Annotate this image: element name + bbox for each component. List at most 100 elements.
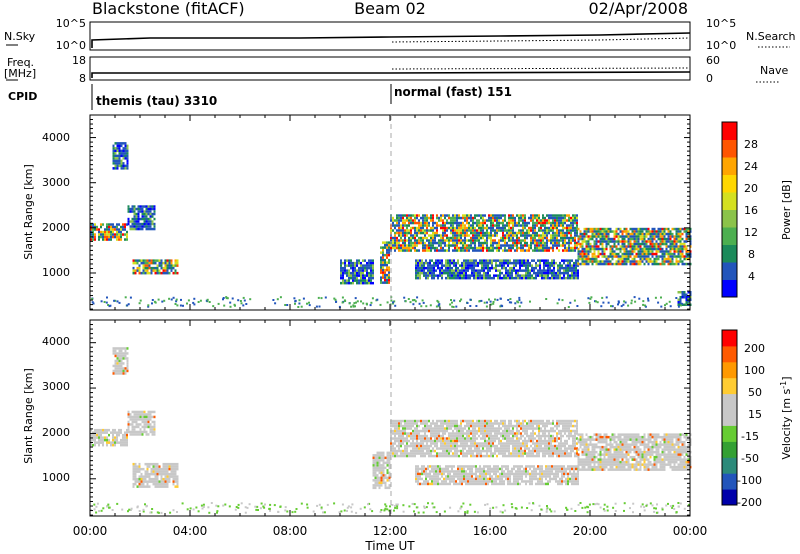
power-cell [554, 239, 556, 242]
power-cell [131, 217, 134, 221]
power-cell [466, 231, 468, 235]
power-speckle [620, 305, 623, 308]
power-cell [575, 261, 577, 265]
velocity-cell [484, 437, 486, 440]
power-cell [677, 291, 680, 294]
velocity-cell [398, 429, 400, 433]
power-cell [90, 228, 92, 231]
power-cell [492, 244, 494, 247]
velocity-cell [510, 454, 512, 458]
velocity-cell [482, 427, 484, 430]
power-cell [574, 236, 576, 240]
velocity-cell [452, 434, 454, 438]
power-cell [112, 149, 115, 153]
velocity-cell [462, 449, 464, 453]
power-cell [449, 266, 451, 270]
power-speckle [103, 301, 106, 303]
power-cell [94, 233, 96, 236]
power-cell [589, 242, 592, 246]
velocity-cell [376, 476, 379, 480]
velocity-cell [131, 420, 134, 424]
power-cell [576, 221, 578, 225]
power-cell [564, 244, 566, 247]
velocity-cell [444, 442, 446, 445]
power-cell [627, 257, 630, 261]
power-cell [669, 232, 672, 236]
velocity-cell [158, 485, 161, 488]
power-cell [384, 241, 386, 244]
velocity-cell [490, 424, 492, 428]
velocity-cell [374, 471, 377, 475]
power-cell [392, 216, 394, 220]
power-cell [611, 240, 614, 243]
velocity-cell [378, 451, 381, 455]
power-cell [474, 221, 476, 225]
power-cell [493, 266, 495, 270]
power-cell [645, 247, 648, 251]
velocity-cell [118, 372, 121, 375]
power-cell [542, 244, 544, 247]
power-cell [412, 246, 414, 250]
power-speckle [338, 305, 341, 308]
power-cell [440, 219, 442, 222]
power-cell [122, 233, 124, 236]
power-cell [418, 249, 420, 252]
velocity-cell [412, 429, 414, 433]
velocity-cell [135, 423, 138, 426]
power-cell [631, 252, 634, 256]
velocity-cell [388, 486, 391, 490]
velocity-cell [145, 423, 148, 426]
velocity-cell [412, 439, 414, 443]
velocity-cell [382, 464, 385, 467]
power-cell [685, 240, 688, 243]
velocity-cell [530, 419, 532, 423]
power-speckle [376, 298, 379, 301]
power-cell [465, 276, 467, 280]
power-speckle [451, 305, 454, 308]
power-speckle [499, 305, 502, 308]
power-cell [446, 234, 448, 237]
power-cell [438, 224, 440, 227]
power-cell [350, 259, 352, 262]
power-cell [382, 261, 384, 264]
power-speckle [108, 305, 111, 308]
velocity-cell [147, 420, 150, 424]
power-cell [118, 144, 121, 148]
power-cell [556, 239, 558, 242]
power-cell [544, 244, 546, 247]
power-cell [617, 247, 620, 251]
power-cell [525, 261, 527, 265]
power-cell [651, 252, 654, 256]
power-cell [512, 241, 514, 245]
power-cell [444, 239, 446, 242]
velocity-cell [506, 427, 508, 430]
power-cell [625, 255, 628, 258]
power-cell [643, 237, 646, 241]
power-speckle [634, 300, 637, 303]
power-cell [601, 237, 604, 241]
power-cell [346, 259, 348, 262]
power-cell [404, 239, 406, 242]
velocity-cell [156, 485, 159, 488]
power-speckle [687, 299, 690, 302]
power-cell [528, 244, 530, 247]
velocity-cell [458, 437, 460, 440]
velocity-cell [456, 442, 458, 445]
power-cell [655, 262, 658, 266]
power-cell [138, 266, 141, 270]
power-cell [531, 264, 533, 267]
velocity-cell [466, 444, 468, 448]
velocity-cell [384, 484, 387, 487]
velocity-cell [416, 437, 418, 440]
cpid-label: CPID [8, 90, 37, 103]
power-cell [158, 259, 161, 262]
velocity-cell [508, 437, 510, 440]
power-cell [110, 223, 112, 226]
power-cell [356, 274, 358, 277]
power-cell [435, 259, 437, 262]
power-cell [414, 241, 416, 245]
power-cell [508, 236, 510, 240]
power-speckle [466, 302, 469, 304]
velocity-cell [492, 424, 494, 428]
power-cell [454, 234, 456, 237]
